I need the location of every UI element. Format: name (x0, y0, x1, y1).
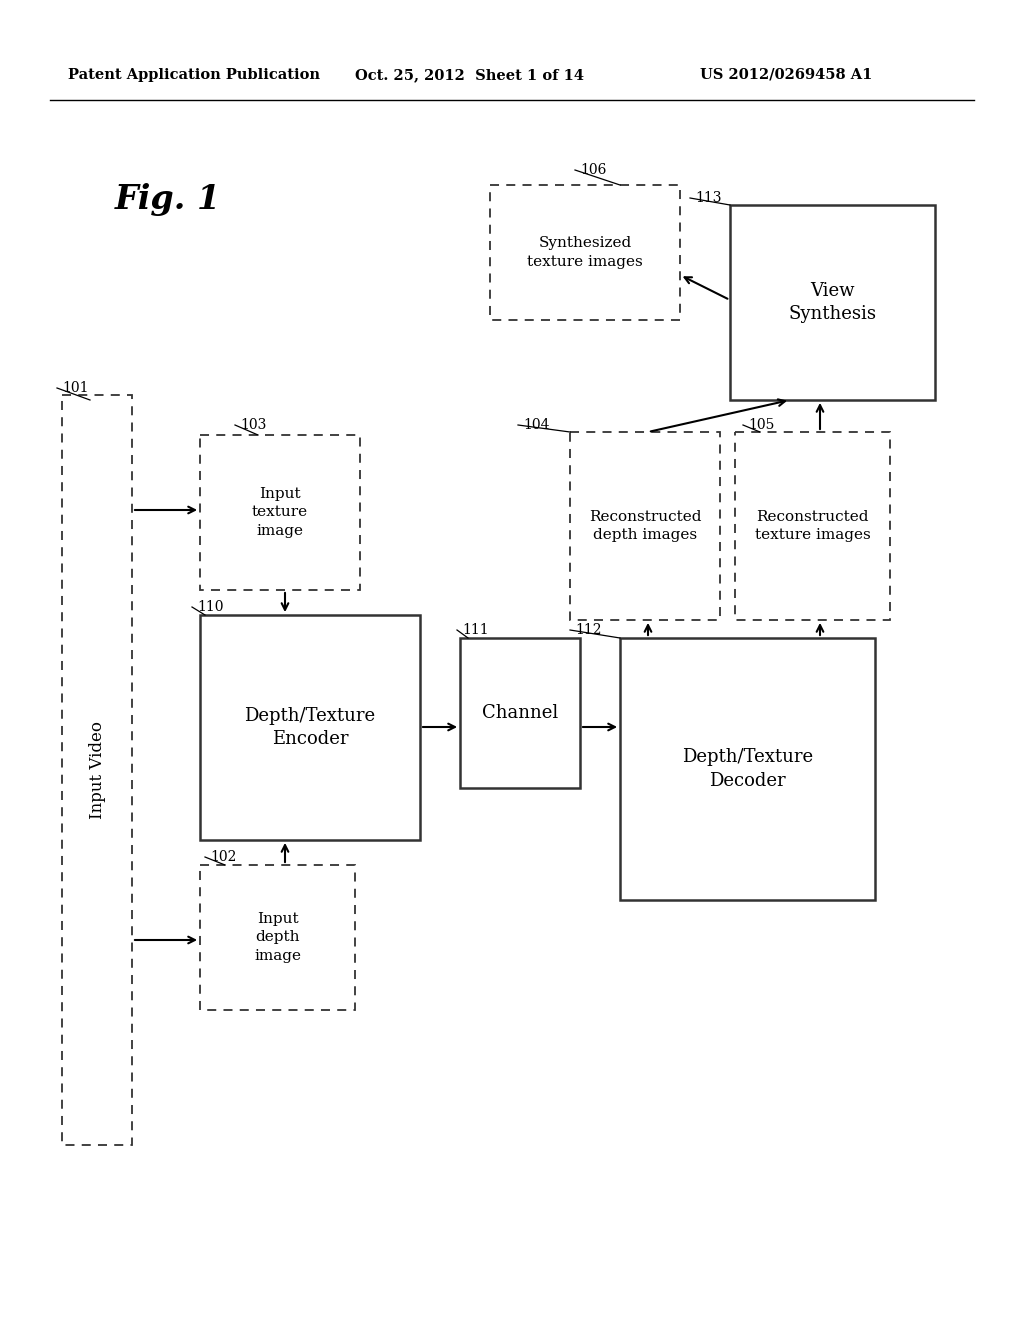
Bar (62, 395, 132, 1144)
Bar (460, 638, 580, 788)
Text: Input Video: Input Video (88, 721, 105, 818)
Bar (200, 615, 420, 840)
Bar (735, 432, 890, 620)
Text: Patent Application Publication: Patent Application Publication (68, 69, 319, 82)
Text: Synthesized
texture images: Synthesized texture images (527, 236, 643, 269)
Text: Reconstructed
depth images: Reconstructed depth images (589, 510, 701, 543)
Bar (490, 185, 680, 319)
Text: 112: 112 (575, 623, 601, 638)
Text: Depth/Texture
Encoder: Depth/Texture Encoder (245, 706, 376, 748)
Bar (620, 638, 874, 900)
Bar (730, 205, 935, 400)
Text: Oct. 25, 2012  Sheet 1 of 14: Oct. 25, 2012 Sheet 1 of 14 (355, 69, 584, 82)
Bar (200, 865, 355, 1010)
Text: View
Synthesis: View Synthesis (788, 281, 877, 323)
Text: 104: 104 (523, 418, 550, 432)
Text: 101: 101 (62, 381, 88, 395)
Text: 105: 105 (748, 418, 774, 432)
Text: Depth/Texture
Decoder: Depth/Texture Decoder (682, 748, 813, 789)
Text: 102: 102 (210, 850, 237, 865)
Text: Input
texture
image: Input texture image (252, 487, 308, 539)
Text: 111: 111 (462, 623, 488, 638)
Text: 103: 103 (240, 418, 266, 432)
Text: 110: 110 (197, 601, 223, 614)
Bar (570, 432, 720, 620)
Text: Channel: Channel (482, 704, 558, 722)
Text: 113: 113 (695, 191, 722, 205)
Bar (200, 436, 360, 590)
Text: Input
depth
image: Input depth image (254, 912, 301, 962)
Text: US 2012/0269458 A1: US 2012/0269458 A1 (700, 69, 872, 82)
Text: 106: 106 (580, 162, 606, 177)
Text: Reconstructed
texture images: Reconstructed texture images (755, 510, 870, 543)
Text: Fig. 1: Fig. 1 (115, 183, 221, 216)
